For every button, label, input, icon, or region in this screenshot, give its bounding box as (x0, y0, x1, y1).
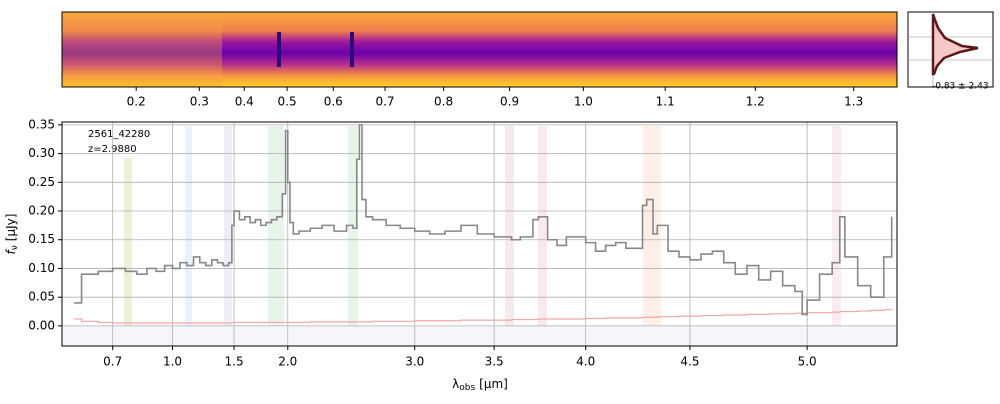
top-x-tick-label: 1.2 (746, 95, 765, 109)
line-band (224, 126, 232, 326)
y-label-unit: [μJy] (4, 214, 18, 242)
x-label-unit: [μm] (479, 377, 508, 391)
top-x-tick-label: 0.5 (278, 95, 297, 109)
spectrum-2d (62, 12, 897, 87)
spectrum-2d-frame (61, 11, 898, 88)
line-emission-2d (277, 32, 281, 67)
series-flux (74, 124, 893, 316)
x-axis-label: λobs [μm] (452, 377, 508, 393)
line-band (124, 158, 132, 326)
spectrum-2d-shade (62, 12, 222, 87)
top-x-tick-label: 0.4 (235, 95, 254, 109)
y-tick-label: 0.30 (28, 146, 55, 160)
x-tick-label: 3.0 (405, 355, 424, 369)
y-tick-label: 0.00 (28, 318, 55, 332)
line-band (185, 126, 192, 326)
series-error (74, 308, 893, 324)
x-label-sub: obs (459, 383, 475, 393)
top-x-tick-label: 1.3 (844, 95, 863, 109)
x-label-symbol: λ (452, 377, 459, 391)
y-label-symbol: f (4, 248, 18, 254)
line-band (538, 126, 547, 326)
y-tick-label: 0.10 (28, 261, 55, 275)
top-x-tick-label: 1.1 (656, 95, 675, 109)
plot-frame (61, 121, 898, 347)
x-tick-label: 4.0 (576, 355, 595, 369)
object-id: 2561_42280 (88, 129, 150, 140)
profile-histogram (931, 13, 979, 76)
x-tick-label: 1.0 (163, 355, 182, 369)
y-label-sub: ν (10, 245, 20, 250)
line-band (505, 126, 514, 326)
x-tick-label: 2.0 (278, 355, 297, 369)
y-tick-label: 0.15 (28, 232, 55, 246)
line-band (268, 126, 284, 326)
profile-stat: -0.83 ± 2.43 (932, 82, 989, 92)
top-x-tick-label: 0.7 (375, 95, 394, 109)
line-band (643, 126, 661, 326)
y-tick-label: 0.05 (28, 290, 55, 304)
top-x-tick-label: 0.6 (324, 95, 343, 109)
y-tick-label: 0.35 (28, 117, 55, 131)
x-tick-label: 4.5 (680, 355, 699, 369)
top-x-tick-label: 0.2 (127, 95, 146, 109)
top-x-tick-label: 0.3 (190, 95, 209, 109)
top-x-tick-label: 0.8 (434, 95, 453, 109)
x-tick-label: 1.5 (225, 355, 244, 369)
y-axis-label: fν [μJy] (4, 214, 20, 255)
x-tick-label: 0.7 (103, 355, 122, 369)
x-tick-label: 3.5 (485, 355, 504, 369)
y-tick-label: 0.25 (28, 175, 55, 189)
top-x-tick-label: 0.9 (500, 95, 519, 109)
line-band (832, 126, 841, 326)
zero-band (62, 326, 897, 346)
y-tick-label: 0.20 (28, 204, 55, 218)
line-emission-2d (350, 32, 354, 67)
top-x-tick-label: 1.0 (574, 95, 593, 109)
x-tick-label: 5.0 (798, 355, 817, 369)
